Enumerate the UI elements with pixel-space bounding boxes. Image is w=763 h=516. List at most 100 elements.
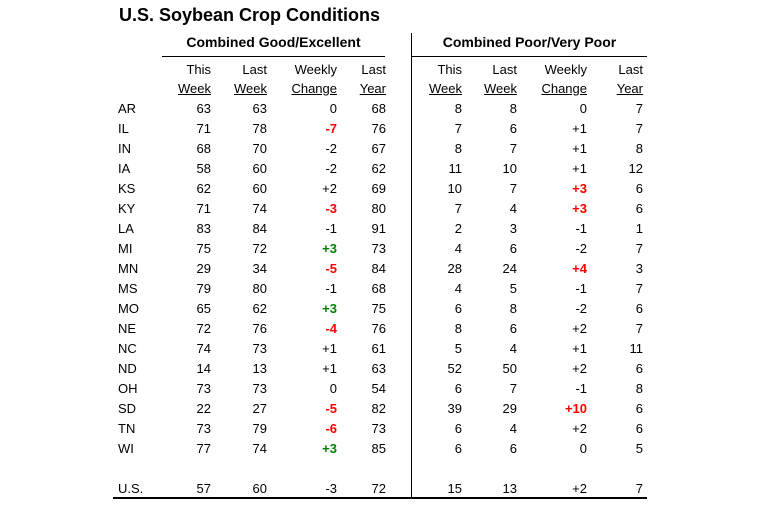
ge-last-year: 75 (371, 301, 386, 316)
table-row: MO 65 62 +3 75 6 8 -2 6 (0, 299, 763, 319)
pvp-this-week: 7 (454, 201, 462, 216)
ge-last-week: 80 (252, 281, 267, 296)
ge-last-week: 74 (252, 201, 267, 216)
ge-weekly-change: -2 (325, 161, 337, 176)
table-row: MI 75 72 +3 73 4 6 -2 7 (0, 239, 763, 259)
ge-weekly-change: -5 (325, 261, 337, 276)
ge-weekly-change: 0 (329, 381, 337, 396)
pvp-last-year: 7 (635, 121, 643, 136)
table-row: IN 68 70 -2 67 8 7 +1 8 (0, 139, 763, 159)
ge-this-week: 57 (196, 481, 211, 496)
ge-this-week: 77 (196, 441, 211, 456)
right-header-rule (412, 56, 647, 57)
ge-this-week: 68 (196, 141, 211, 156)
pvp-last-year: 6 (635, 301, 643, 316)
pvp-this-week: 52 (447, 361, 462, 376)
state-label: NE (118, 321, 137, 336)
pvp-last-week: 29 (502, 401, 517, 416)
ge-weekly-change: +3 (322, 441, 337, 456)
ge-weekly-change: +2 (322, 181, 337, 196)
pvp-this-week: 6 (454, 441, 462, 456)
pvp-last-year: 7 (635, 241, 643, 256)
col-header-ge-change: Change (291, 81, 337, 96)
col-header-ge-year: Year (359, 81, 386, 96)
pvp-last-week: 6 (509, 441, 517, 456)
table-bottom-rule (113, 497, 647, 499)
table-row: AR 63 63 0 68 8 8 0 7 (0, 99, 763, 119)
pvp-last-week: 8 (509, 301, 517, 316)
state-label: MI (118, 241, 133, 256)
ge-this-week: 75 (196, 241, 211, 256)
pvp-this-week: 8 (454, 141, 462, 156)
ge-last-year: 85 (371, 441, 386, 456)
state-label: KY (118, 201, 136, 216)
pvp-weekly-change: -1 (575, 381, 587, 396)
pvp-weekly-change: -2 (575, 241, 587, 256)
ge-this-week: 65 (196, 301, 211, 316)
ge-last-year: 84 (371, 261, 386, 276)
table-row: NE 72 76 -4 76 8 6 +2 7 (0, 319, 763, 339)
pvp-last-week: 7 (509, 181, 517, 196)
ge-last-week: 73 (252, 381, 267, 396)
ge-this-week: 14 (196, 361, 211, 376)
pvp-last-year: 12 (628, 161, 643, 176)
state-label: OH (118, 381, 138, 396)
section-title-good-excellent: Combined Good/Excellent (186, 34, 361, 50)
ge-this-week: 83 (196, 221, 211, 236)
col-header-ge-this-week: Week (178, 81, 211, 96)
ge-last-week: 76 (252, 321, 267, 336)
state-label: KS (118, 181, 136, 196)
ge-weekly-change: 0 (329, 101, 337, 116)
col-header-pvp-lastyr: Last (618, 62, 643, 77)
ge-weekly-change: -2 (325, 141, 337, 156)
state-label: U.S. (118, 481, 144, 496)
ge-last-year: 62 (371, 161, 386, 176)
ge-last-week: 78 (252, 121, 267, 136)
ge-last-year: 91 (371, 221, 386, 236)
ge-weekly-change: -5 (325, 401, 337, 416)
pvp-weekly-change: +2 (572, 421, 587, 436)
pvp-last-year: 6 (635, 421, 643, 436)
pvp-last-year: 1 (635, 221, 643, 236)
col-header-pvp-this-week: Week (429, 81, 462, 96)
pvp-last-week: 4 (509, 341, 517, 356)
pvp-last-week: 7 (509, 381, 517, 396)
ge-last-year: 54 (371, 381, 386, 396)
table-row: ND 14 13 +1 63 52 50 +2 6 (0, 359, 763, 379)
pvp-last-week: 4 (509, 201, 517, 216)
col-header-pvp-this: This (437, 62, 462, 77)
ge-this-week: 62 (196, 181, 211, 196)
left-header-rule (162, 56, 385, 57)
pvp-last-week: 4 (509, 421, 517, 436)
col-header-ge-lastyr: Last (361, 62, 386, 77)
ge-weekly-change: -6 (325, 421, 337, 436)
pvp-last-year: 7 (635, 101, 643, 116)
pvp-weekly-change: +1 (572, 121, 587, 136)
pvp-last-year: 11 (629, 341, 644, 356)
state-label: LA (118, 221, 134, 236)
table-row: MS 79 80 -1 68 4 5 -1 7 (0, 279, 763, 299)
pvp-last-year: 6 (635, 401, 643, 416)
table-row: LA 83 84 -1 91 2 3 -1 1 (0, 219, 763, 239)
ge-last-week: 84 (252, 221, 267, 236)
table-row: KS 62 60 +2 69 10 7 +3 6 (0, 179, 763, 199)
pvp-this-week: 10 (447, 181, 462, 196)
state-label: WI (118, 441, 134, 456)
table-row: KY 71 74 -3 80 7 4 +3 6 (0, 199, 763, 219)
col-header-pvp-year: Year (616, 81, 643, 96)
ge-last-week: 34 (252, 261, 267, 276)
pvp-last-week: 13 (502, 481, 517, 496)
col-header-pvp-weekly: Weekly (544, 62, 587, 77)
ge-last-year: 73 (371, 421, 386, 436)
pvp-weekly-change: -2 (575, 301, 587, 316)
pvp-weekly-change: +3 (572, 181, 587, 196)
pvp-weekly-change: -1 (575, 221, 587, 236)
ge-weekly-change: +3 (322, 241, 337, 256)
table-row: U.S. 57 60 -3 72 15 13 +2 7 (0, 479, 763, 499)
ge-weekly-change: +3 (322, 301, 337, 316)
ge-last-week: 27 (252, 401, 267, 416)
ge-weekly-change: -1 (325, 221, 337, 236)
pvp-this-week: 6 (454, 301, 462, 316)
pvp-this-week: 4 (454, 241, 462, 256)
table-row: NC 74 73 +1 61 5 4 +1 11 (0, 339, 763, 359)
